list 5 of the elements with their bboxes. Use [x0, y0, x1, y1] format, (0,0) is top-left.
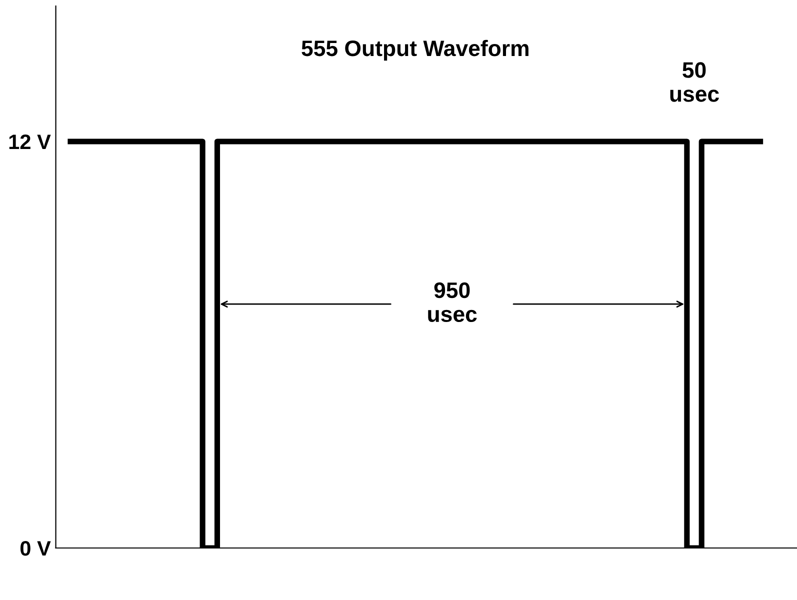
annotation: 950 usec — [428, 282, 477, 322]
y-tick-label: 12 V — [9, 134, 51, 150]
y-tick-label: 0 V — [20, 541, 51, 556]
text: 555 Output Waveform — [302, 40, 528, 61]
annotation: 50 usec — [670, 62, 719, 102]
